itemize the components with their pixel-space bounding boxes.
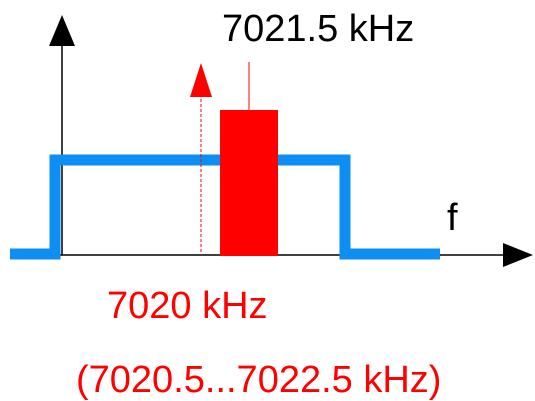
transmit-marker-arrowhead	[190, 63, 212, 97]
frequency-axis-label: f	[447, 197, 458, 239]
transmit-frequency-label: 7020 kHz	[107, 285, 268, 327]
received-frequency-label: 7021.5 kHz	[222, 8, 415, 50]
vertical-axis-arrowhead	[49, 15, 75, 46]
passband-curve	[10, 154, 440, 260]
passband-range-label: (7020.5...7022.5 kHz)	[76, 359, 442, 401]
horizontal-axis-arrowhead	[503, 243, 533, 267]
signal-bar	[220, 110, 278, 256]
